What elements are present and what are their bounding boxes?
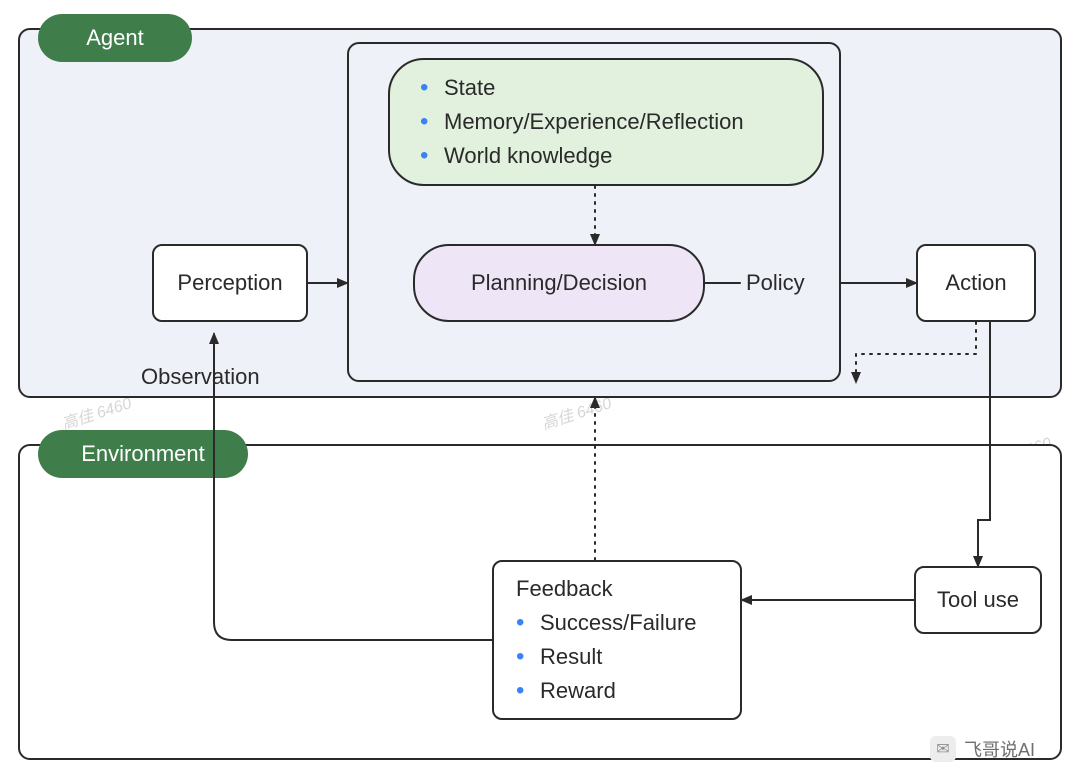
feedback-list: Success/FailureResultReward [516, 606, 718, 708]
tool-use-node: Tool use [914, 566, 1042, 634]
feedback-title: Feedback [516, 576, 718, 602]
knowledge-list: StateMemory/Experience/ReflectionWorld k… [420, 71, 744, 173]
knowledge-item: World knowledge [420, 139, 744, 173]
wechat-icon: ✉ [930, 736, 956, 762]
feedback-item: Success/Failure [516, 606, 718, 640]
action-label: Action [945, 270, 1006, 296]
knowledge-item: State [420, 71, 744, 105]
perception-label: Perception [177, 270, 282, 296]
policy-label: Policy [746, 270, 805, 296]
environment-tag: Environment [38, 430, 248, 478]
planning-decision-pill: Planning/Decision [413, 244, 705, 322]
agent-tag: Agent [38, 14, 192, 62]
environment-tag-label: Environment [81, 441, 205, 467]
feedback-box: Feedback Success/FailureResultReward [492, 560, 742, 720]
feedback-item: Reward [516, 674, 718, 708]
signature: ✉ 飞哥说AI [930, 736, 1035, 762]
signature-text: 飞哥说AI [964, 736, 1035, 762]
knowledge-item: Memory/Experience/Reflection [420, 105, 744, 139]
tool-use-label: Tool use [937, 587, 1019, 613]
perception-node: Perception [152, 244, 308, 322]
feedback-item: Result [516, 640, 718, 674]
observation-label: Observation [141, 364, 260, 390]
action-node: Action [916, 244, 1036, 322]
planning-label: Planning/Decision [471, 270, 647, 296]
knowledge-pill: StateMemory/Experience/ReflectionWorld k… [388, 58, 824, 186]
agent-tag-label: Agent [86, 25, 144, 51]
